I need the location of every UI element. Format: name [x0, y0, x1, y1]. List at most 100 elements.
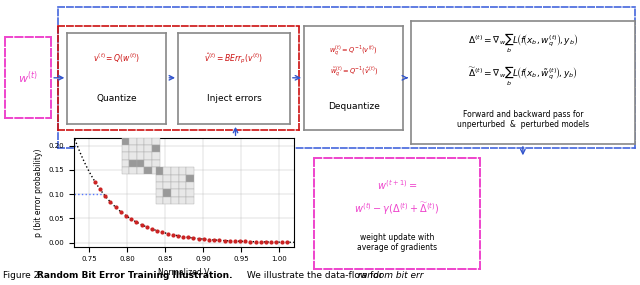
- Bar: [122, 160, 129, 167]
- Bar: [122, 152, 129, 160]
- Bar: [163, 167, 171, 175]
- Point: [266, 240, 276, 244]
- Bar: [129, 152, 137, 160]
- Point: [126, 217, 136, 221]
- Bar: [156, 189, 163, 196]
- Bar: [152, 152, 159, 160]
- Text: $\Delta^{(t)} = \nabla_w \sum_b L\!\left(f\!\left(x_b, w_q^{(t)}\right)\!, y_b\r: $\Delta^{(t)} = \nabla_w \sum_b L\!\left…: [468, 32, 578, 55]
- Bar: [145, 138, 152, 145]
- Bar: [179, 196, 186, 204]
- Bar: [179, 189, 186, 196]
- Bar: [163, 175, 171, 182]
- Point: [131, 220, 141, 224]
- Point: [193, 236, 204, 241]
- Bar: [163, 196, 171, 204]
- Point: [183, 235, 193, 240]
- Point: [214, 238, 225, 243]
- Text: We illustrate the data-flow for: We illustrate the data-flow for: [244, 271, 386, 280]
- Bar: [171, 196, 179, 204]
- Bar: [171, 189, 179, 196]
- Point: [152, 229, 163, 233]
- Point: [271, 240, 282, 245]
- Point: [235, 239, 245, 244]
- Bar: [179, 182, 186, 189]
- Point: [240, 239, 250, 244]
- Bar: [186, 175, 194, 182]
- Bar: [186, 196, 194, 204]
- Point: [261, 240, 271, 244]
- Bar: [129, 160, 137, 167]
- Text: random bit err: random bit err: [358, 271, 424, 280]
- Point: [188, 236, 198, 240]
- Point: [121, 213, 131, 218]
- Bar: [152, 138, 159, 145]
- Bar: [179, 167, 186, 175]
- Bar: [122, 145, 129, 152]
- Text: $w^{(t)}$: $w^{(t)}$: [18, 69, 38, 86]
- Bar: [145, 152, 152, 160]
- Point: [147, 227, 157, 231]
- Point: [173, 233, 183, 238]
- Bar: [129, 145, 137, 152]
- Bar: [137, 160, 145, 167]
- Bar: [152, 145, 159, 152]
- Bar: [171, 167, 179, 175]
- Text: $v^{(t)} = Q(w^{(t)})$: $v^{(t)} = Q(w^{(t)})$: [93, 52, 140, 65]
- Bar: [152, 160, 159, 167]
- Bar: [122, 138, 129, 145]
- Bar: [145, 160, 152, 167]
- Point: [141, 225, 152, 229]
- Point: [116, 209, 126, 214]
- Bar: [163, 182, 171, 189]
- Text: $\hat{v}^{(t)} = BErr_p(v^{(t)})$: $\hat{v}^{(t)} = BErr_p(v^{(t)})$: [204, 51, 264, 66]
- Text: weight update with
average of gradients: weight update with average of gradients: [356, 233, 437, 252]
- Point: [163, 231, 173, 236]
- Bar: [129, 138, 137, 145]
- Text: $w^{(t)} - \gamma(\Delta^{(t)} + \widetilde{\Delta}^{(t)})$: $w^{(t)} - \gamma(\Delta^{(t)} + \wideti…: [354, 200, 440, 217]
- Bar: [156, 182, 163, 189]
- Point: [225, 239, 235, 243]
- Bar: [186, 189, 194, 196]
- Bar: [186, 167, 194, 175]
- Bar: [137, 167, 145, 174]
- Point: [245, 239, 255, 244]
- Point: [90, 179, 100, 184]
- Bar: [137, 152, 145, 160]
- Bar: [179, 175, 186, 182]
- Text: Random Bit Error Training Illustration.: Random Bit Error Training Illustration.: [37, 271, 232, 280]
- Bar: [137, 145, 145, 152]
- Bar: [156, 167, 163, 175]
- Text: Inject errors: Inject errors: [207, 94, 261, 103]
- Point: [106, 200, 116, 204]
- Point: [276, 240, 287, 245]
- Bar: [156, 175, 163, 182]
- Y-axis label: p (bit error probability): p (bit error probability): [33, 148, 43, 237]
- Bar: [122, 167, 129, 174]
- Bar: [163, 189, 171, 196]
- Bar: [171, 175, 179, 182]
- Point: [168, 233, 178, 237]
- Text: $w^{(t+1)} =$: $w^{(t+1)} =$: [376, 178, 417, 192]
- Point: [230, 239, 240, 243]
- Point: [220, 238, 230, 243]
- Point: [198, 237, 209, 241]
- Bar: [145, 167, 152, 174]
- Text: Figure 2:: Figure 2:: [3, 271, 45, 280]
- Text: Dequantize: Dequantize: [328, 102, 380, 111]
- Bar: [129, 167, 137, 174]
- X-axis label: Normalized V: Normalized V: [158, 268, 210, 277]
- Bar: [156, 196, 163, 204]
- Text: Forward and backward pass for
unperturbed  &  perturbed models: Forward and backward pass for unperturbe…: [457, 110, 589, 129]
- Bar: [137, 138, 145, 145]
- Point: [157, 230, 168, 235]
- Point: [178, 234, 188, 239]
- Point: [95, 187, 105, 192]
- Point: [209, 238, 220, 242]
- Point: [282, 240, 292, 245]
- Point: [111, 205, 121, 209]
- Bar: [145, 145, 152, 152]
- Bar: [152, 167, 159, 174]
- Text: Quantize: Quantize: [97, 94, 137, 103]
- Point: [256, 240, 266, 244]
- Text: $w_q^{(t)} = Q^{-1}(v^{(t)})$: $w_q^{(t)} = Q^{-1}(v^{(t)})$: [329, 43, 378, 58]
